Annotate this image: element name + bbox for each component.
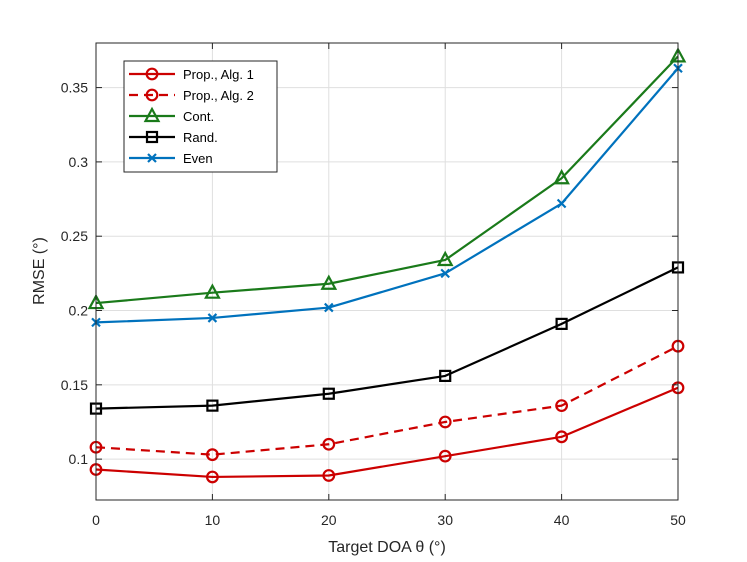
data-point-prop-alg-1 — [322, 469, 336, 482]
x-tick-label: 40 — [554, 512, 570, 528]
data-point-even — [440, 268, 450, 279]
ticks: 0 10 20 30 40 50 0.1 0.15 0.2 0.25 0.3 0.35 — [61, 43, 686, 528]
data-point-rand — [439, 369, 452, 383]
legend-marker-even — [147, 153, 157, 163]
legend-marker-prop-alg-2 — [145, 88, 159, 102]
x-tick-label: 50 — [670, 512, 686, 528]
series-line-prop-alg-2 — [95, 345, 679, 456]
y-tick-label: 0.25 — [61, 228, 88, 244]
data-point-rand — [206, 399, 219, 412]
legend-marker-prop-alg-1 — [145, 67, 159, 81]
data-point-even — [324, 302, 334, 313]
legend-marker-cont — [143, 106, 161, 123]
y-axis-label: RMSE (°) — [31, 237, 48, 305]
series-line-prop-alg-1 — [95, 386, 679, 479]
data-point-rand — [555, 317, 568, 330]
x-tick-label: 0 — [92, 512, 100, 528]
data-point-prop-alg-2 — [555, 399, 568, 413]
data-point-prop-alg-1 — [555, 430, 568, 444]
legend-entry-prop-alg-1: Prop., Alg. 1 — [129, 67, 254, 82]
legend-label-prop-alg-1: Prop., Alg. 1 — [183, 67, 254, 82]
legend-entry-even: Even — [129, 151, 213, 166]
data-point-even — [556, 198, 567, 209]
legend-label-even: Even — [183, 151, 213, 166]
x-tick-label: 20 — [321, 512, 337, 528]
legend-label-prop-alg-2: Prop., Alg. 2 — [183, 88, 254, 103]
series-line-even — [95, 67, 679, 324]
data-point-prop-alg-2 — [322, 437, 336, 451]
y-tick-label: 0.35 — [61, 80, 88, 96]
series-line-rand — [95, 266, 679, 410]
x-tick-label: 10 — [205, 512, 221, 528]
legend: Prop., Alg. 1 Prop., Alg. 2 Cont. Rand. Even — [123, 60, 278, 173]
data-point-prop-alg-1 — [205, 470, 219, 484]
y-tick-label: 0.3 — [69, 154, 89, 170]
legend-label-cont: Cont. — [183, 109, 214, 124]
plot-frame — [95, 42, 679, 501]
data-point-cont — [436, 250, 454, 267]
legend-label-rand: Rand. — [183, 130, 218, 145]
data-point-rand — [322, 387, 335, 400]
legend-entry-prop-alg-2: Prop., Alg. 2 — [129, 88, 254, 103]
x-tick-label: 30 — [437, 512, 453, 528]
data-point-cont — [204, 283, 221, 299]
x-axis-label: Target DOA θ (°) — [328, 539, 446, 556]
series-line-cont — [95, 55, 679, 305]
data-point-prop-alg-2 — [205, 448, 219, 462]
legend-marker-rand — [145, 130, 159, 144]
y-tick-label: 0.2 — [69, 303, 89, 319]
data-point-prop-alg-1 — [438, 449, 452, 463]
y-tick-label: 0.1 — [69, 451, 89, 467]
data-point-cont — [320, 274, 338, 290]
legend-entry-cont: Cont. — [129, 106, 214, 124]
data-point-cont — [553, 168, 570, 185]
series-even — [91, 63, 683, 328]
data-point-even — [207, 313, 218, 323]
data-point-prop-alg-2 — [438, 415, 452, 429]
y-tick-label: 0.15 — [61, 377, 88, 393]
legend-entry-rand: Rand. — [129, 130, 218, 145]
series-cont — [87, 47, 687, 310]
